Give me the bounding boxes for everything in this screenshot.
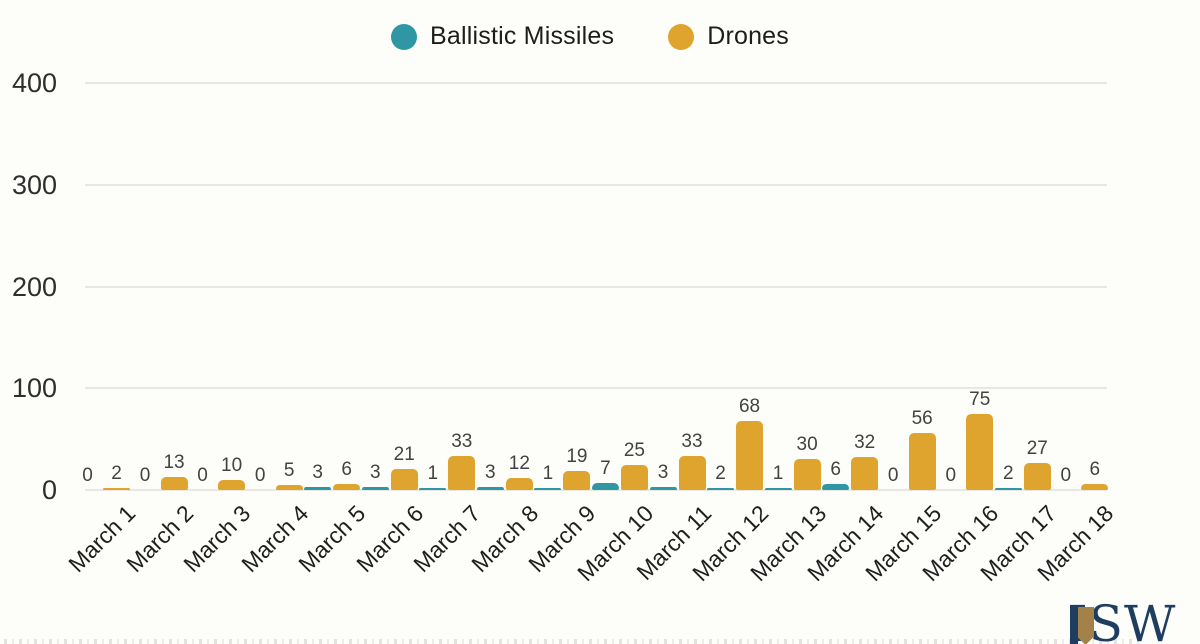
value-label-ballistic-missiles-march-3: 0 xyxy=(197,465,208,486)
value-label-drones-march-1: 2 xyxy=(111,462,122,484)
legend-item-ballistic-missiles: Ballistic Missiles xyxy=(391,22,614,51)
value-label-ballistic-missiles-march-5: 3 xyxy=(312,461,323,483)
bar-ballistic-missiles-march-12 xyxy=(707,487,735,490)
value-label-drones-march-18: 6 xyxy=(1089,458,1101,480)
value-label-drones-march-12: 68 xyxy=(738,395,761,417)
value-label-ballistic-missiles-march-13: 1 xyxy=(772,462,784,484)
value-label-drones-march-2: 13 xyxy=(163,451,185,473)
bar-drones-march-18 xyxy=(1081,483,1109,490)
bar-drones-march-1 xyxy=(103,487,130,490)
bar-ballistic-missiles-march-10 xyxy=(591,482,619,490)
value-label-drones-march-10: 25 xyxy=(623,439,645,461)
bar-ballistic-missiles-march-11 xyxy=(649,486,677,490)
value-label-ballistic-missiles-march-12: 2 xyxy=(715,462,726,484)
ballistic-missiles-swatch-icon xyxy=(391,23,417,50)
bar-ballistic-missiles-march-7 xyxy=(419,487,447,490)
value-label-ballistic-missiles-march-16: 0 xyxy=(945,465,957,486)
bar-drones-march-2 xyxy=(160,476,188,490)
value-label-ballistic-missiles-march-17: 2 xyxy=(1003,462,1014,484)
bar-drones-march-12 xyxy=(736,420,764,490)
value-label-ballistic-missiles-march-10: 7 xyxy=(600,457,611,479)
y-axis-tick-200: 200 xyxy=(11,271,57,302)
bar-drones-march-5 xyxy=(333,483,361,490)
gridline-y-400 xyxy=(85,82,1107,84)
value-label-ballistic-missiles-march-4: 0 xyxy=(254,465,266,486)
legend-label-ballistic-missiles: Ballistic Missiles xyxy=(430,22,615,50)
gridline-y-100 xyxy=(85,387,1107,390)
gridline-y-200 xyxy=(85,285,1107,288)
value-label-drones-march-15: 56 xyxy=(911,408,933,430)
value-label-drones-march-16: 75 xyxy=(969,388,991,410)
value-label-drones-march-3: 10 xyxy=(221,454,243,476)
cropped-caption-remnant xyxy=(4,639,1144,644)
bar-drones-march-10 xyxy=(620,464,648,490)
bar-ballistic-missiles-march-9 xyxy=(534,487,562,490)
value-label-drones-march-4: 5 xyxy=(283,459,295,481)
bar-ballistic-missiles-march-17 xyxy=(994,487,1022,490)
bar-ballistic-missiles-march-8 xyxy=(476,486,504,490)
bar-drones-march-3 xyxy=(218,479,246,490)
value-label-ballistic-missiles-march-11: 3 xyxy=(657,461,669,483)
value-label-drones-march-8: 12 xyxy=(508,452,530,474)
bar-ballistic-missiles-march-5 xyxy=(304,486,332,490)
gridline-y-300 xyxy=(85,183,1107,186)
bar-drones-march-9 xyxy=(563,470,591,490)
bar-drones-march-14 xyxy=(851,457,879,490)
gridline-y-0 xyxy=(85,489,1107,491)
value-label-ballistic-missiles-march-14: 6 xyxy=(830,458,841,480)
bar-ballistic-missiles-march-13 xyxy=(764,487,792,490)
value-label-drones-march-9: 19 xyxy=(566,445,588,467)
bar-ballistic-missiles-march-14 xyxy=(822,483,850,490)
bar-drones-march-6 xyxy=(390,468,418,490)
bar-drones-march-15 xyxy=(908,433,936,490)
value-label-ballistic-missiles-march-9: 1 xyxy=(542,462,554,484)
legend-item-drones: Drones xyxy=(668,22,789,51)
isw-logo-column-icon xyxy=(1070,605,1078,644)
bar-drones-march-13 xyxy=(793,459,821,490)
legend-label-drones: Drones xyxy=(707,22,789,50)
value-label-drones-march-11: 33 xyxy=(681,431,703,453)
y-axis-tick-100: 100 xyxy=(11,373,57,404)
value-label-ballistic-missiles-march-6: 3 xyxy=(369,461,381,483)
value-label-ballistic-missiles-march-18: 0 xyxy=(1060,465,1072,486)
value-label-ballistic-missiles-march-2: 0 xyxy=(139,465,151,486)
y-axis-tick-400: 400 xyxy=(11,68,57,98)
value-label-drones-march-7: 33 xyxy=(451,431,473,453)
bar-drones-march-16 xyxy=(966,413,994,490)
bar-drones-march-17 xyxy=(1023,462,1051,490)
y-axis-tick-0: 0 xyxy=(41,475,57,505)
drones-swatch-icon xyxy=(668,23,695,50)
isw-logo: ISW xyxy=(1068,596,1200,644)
bar-drones-march-7 xyxy=(448,456,476,490)
bar-drones-march-11 xyxy=(678,456,706,490)
value-label-ballistic-missiles-march-15: 0 xyxy=(887,465,899,486)
bar-drones-march-4 xyxy=(275,484,303,490)
value-label-ballistic-missiles-march-1: 0 xyxy=(82,465,93,486)
value-label-ballistic-missiles-march-7: 1 xyxy=(427,462,439,484)
value-label-drones-march-14: 32 xyxy=(854,432,876,454)
isw-logo-nib-icon xyxy=(1077,607,1094,644)
value-label-ballistic-missiles-march-8: 3 xyxy=(485,461,496,483)
bar-ballistic-missiles-march-6 xyxy=(361,486,389,490)
value-label-drones-march-17: 27 xyxy=(1026,437,1048,459)
bar-drones-march-8 xyxy=(505,477,533,490)
value-label-drones-march-5: 6 xyxy=(341,458,352,480)
value-label-drones-march-6: 21 xyxy=(393,443,415,465)
value-label-drones-march-13: 30 xyxy=(796,434,818,456)
y-axis-tick-300: 300 xyxy=(11,169,57,200)
chart-legend: Ballistic Missiles Drones xyxy=(0,22,1180,51)
